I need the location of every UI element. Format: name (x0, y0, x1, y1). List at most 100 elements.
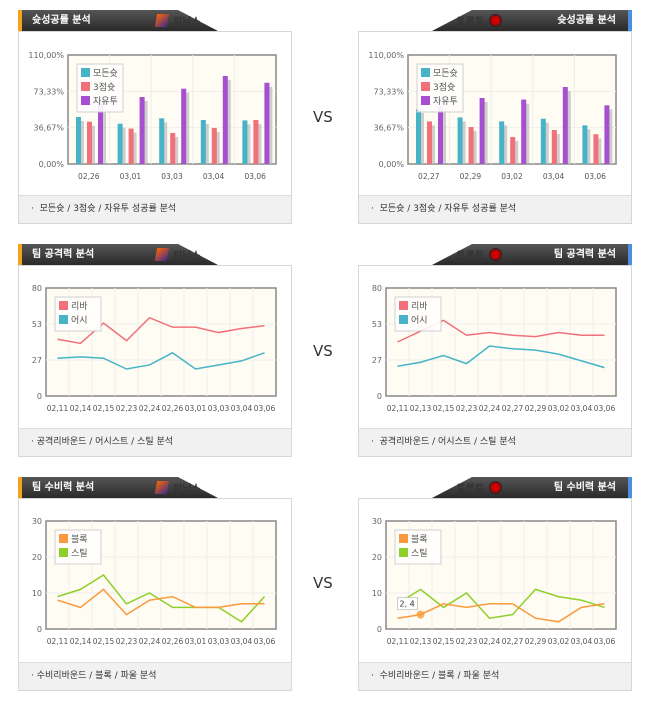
hover-point (416, 610, 425, 619)
x-tick-label: 02,27 (502, 404, 524, 413)
bar-shadow (173, 136, 179, 164)
x-tick-label: 02,13 (410, 404, 432, 413)
legend-label: 자유투 (93, 96, 118, 107)
legend-swatch-icon (59, 315, 68, 324)
tooltip-text: 2, 4 (400, 600, 415, 609)
x-tick-label: 02,24 (479, 637, 501, 646)
shoot-chart-right: 0,00% 36,67% 73,33% 110,00% 02,27 02,29 03,02 0… (368, 51, 617, 181)
bar-shadow (513, 141, 519, 164)
legend-label: 어시 (71, 315, 88, 326)
vs-label: VS (313, 574, 333, 592)
bar-1 (211, 128, 217, 164)
defense-chart-right: 0 10 20 30 02,11 02,13 02,15 02,23 02,24 02,27 02,… (372, 517, 617, 646)
team-label-toronto: 토론토 (456, 480, 502, 495)
series-line-1 (397, 345, 605, 369)
x-tick-label: 02,23 (456, 637, 478, 646)
bar-1 (128, 128, 134, 164)
x-tick-label: 02,14 (70, 404, 92, 413)
legend-swatch-icon (59, 301, 68, 310)
toronto-logo-icon (489, 481, 502, 494)
x-tick-label: 03,06 (594, 404, 616, 413)
bar-1 (87, 121, 92, 164)
bar-1 (468, 127, 474, 164)
legend-swatch-icon (399, 301, 408, 310)
bar-shadow (607, 109, 613, 164)
legend-box (54, 529, 102, 565)
y-tick-label: 73,33% (373, 87, 404, 96)
bar-shadow (79, 121, 84, 164)
bar-shadow (502, 125, 508, 164)
bar-1 (593, 134, 599, 164)
x-tick-label: 02,29 (525, 637, 547, 646)
bar-0 (540, 118, 546, 164)
y-tick-label: 0 (377, 625, 382, 634)
bar-1 (170, 132, 176, 164)
legend-label: 블록 (411, 534, 428, 545)
x-tick-label: 03,04 (203, 172, 225, 181)
series-line-0 (57, 316, 265, 345)
bar-shadow (245, 124, 251, 164)
bar-2 (222, 76, 228, 164)
x-tick-label: 03,02 (501, 172, 523, 181)
x-tick-label: 03,02 (548, 404, 570, 413)
bar-shadow (419, 113, 424, 164)
y-tick-label: 73,33% (33, 87, 64, 96)
bar-shadow (184, 92, 190, 164)
y-tick-label: 0,00% (39, 160, 65, 169)
panel-footer: · 공격리바운드 / 어시스트 / 스틸 분석 (19, 428, 291, 456)
x-tick-label: 03,04 (231, 637, 253, 646)
x-tick-label: 02,23 (456, 404, 478, 413)
legend-label: 스틸 (71, 548, 88, 559)
y-tick-label: 80 (372, 284, 382, 293)
x-tick-label: 03,01 (185, 637, 207, 646)
x-tick-label: 02,11 (47, 637, 69, 646)
section-tab: 팀 수비력 분석 (432, 477, 632, 498)
bar-shadow (471, 131, 477, 164)
panel-footer: · 공격리바운드 / 어시스트 / 스틸 분석 (359, 428, 631, 456)
x-tick-label: 03,04 (543, 172, 565, 181)
x-tick-label: 02,26 (162, 404, 184, 413)
team-label-phoenix: 피닉스 (154, 480, 201, 495)
bar-1 (253, 120, 259, 164)
phoenix-logo-icon (154, 14, 170, 27)
x-tick-label: 03,06 (244, 172, 266, 181)
bar-shadow (596, 138, 602, 164)
legend-label: 모든슛 (433, 68, 458, 79)
x-tick-label: 02,26 (162, 637, 184, 646)
x-tick-label: 02,23 (116, 404, 138, 413)
legend-swatch-icon (421, 82, 430, 91)
x-tick-label: 03,06 (254, 404, 276, 413)
legend-swatch-icon (399, 548, 408, 557)
x-tick-label: 03,01 (185, 404, 207, 413)
phoenix-logo-icon (154, 481, 170, 494)
bar-2 (479, 98, 485, 164)
legend-label: 어시 (411, 315, 428, 326)
legend-label: 자유투 (433, 96, 458, 107)
x-tick-label: 03,04 (571, 404, 593, 413)
x-tick-label: 02,26 (78, 172, 100, 181)
legend-label: 리바 (71, 301, 88, 312)
x-tick-label: 03,04 (571, 637, 593, 646)
y-tick-label: 20 (32, 553, 42, 562)
legend-label: 블록 (71, 534, 88, 545)
bar-shadow (585, 129, 591, 164)
bar-shadow (142, 101, 148, 164)
legend-swatch-icon (59, 548, 68, 557)
legend-label: 3점슛 (433, 81, 455, 93)
bar-shadow (267, 86, 273, 164)
x-tick-label: 03,03 (208, 404, 230, 413)
x-tick-label: 02,29 (460, 172, 482, 181)
bar-shadow (543, 122, 549, 164)
bar-shadow (524, 103, 530, 164)
bar-2 (604, 105, 610, 164)
y-tick-label: 53 (32, 320, 42, 329)
x-tick-label: 03,03 (161, 172, 183, 181)
x-tick-label: 02,15 (433, 404, 455, 413)
team-label-phoenix: 피닉스 (154, 13, 201, 28)
legend-label: 3점슛 (93, 81, 115, 93)
bar-2 (438, 106, 443, 164)
legend-swatch-icon (421, 68, 430, 77)
x-tick-label: 02,13 (410, 637, 432, 646)
offense-chart-right: 0 27 53 80 02,11 02,13 02,15 02,23 02,24 02,27 02,… (372, 284, 617, 413)
